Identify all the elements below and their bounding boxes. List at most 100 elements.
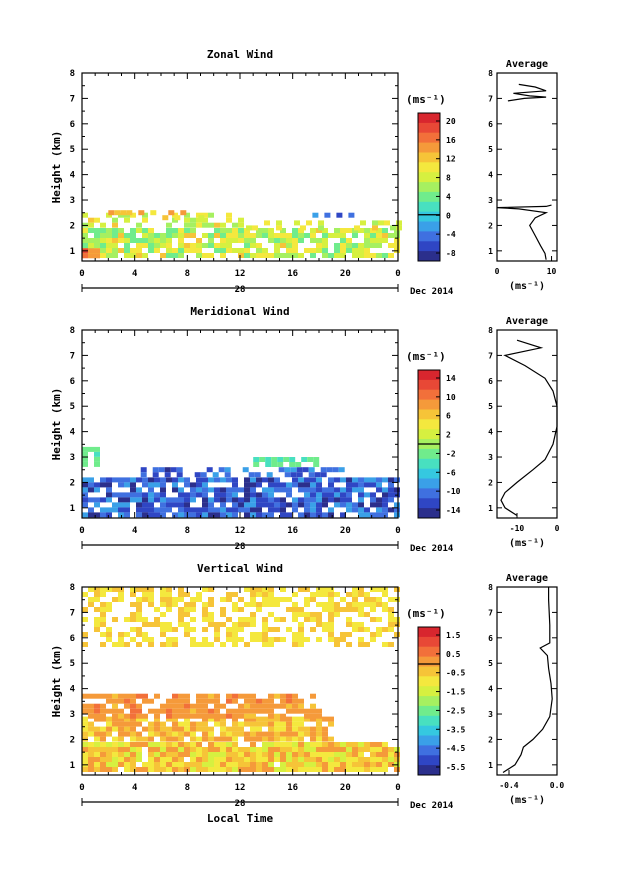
- heatmap-cell: [130, 713, 136, 719]
- heatmap-cell: [226, 617, 232, 622]
- heatmap-cell: [364, 742, 370, 747]
- heatmap-cell: [286, 238, 292, 243]
- heatmap-cell: [322, 742, 328, 747]
- heatmap-cell: [352, 742, 358, 747]
- heatmap-cell: [304, 731, 310, 737]
- heatmap-cell: [346, 752, 352, 757]
- heatmap-cell: [164, 472, 171, 478]
- heatmap-cell: [244, 233, 250, 238]
- heatmap-cell: [166, 243, 172, 248]
- heatmap-cell: [220, 762, 226, 767]
- heatmap-cell: [286, 742, 292, 747]
- heatmap-cell: [346, 477, 352, 483]
- heatmap-cell: [178, 767, 184, 772]
- heatmap-cell: [322, 228, 328, 233]
- heatmap-cell: [142, 512, 148, 518]
- heatmap-cell: [286, 233, 292, 238]
- heatmap-cell: [100, 497, 106, 503]
- heatmap-cell: [250, 693, 256, 699]
- x-tick-label: 0: [395, 783, 400, 793]
- heatmap-cell: [118, 477, 124, 483]
- y-tick-label: 1: [70, 247, 75, 257]
- heatmap-cell: [138, 210, 145, 216]
- heatmap-cell: [310, 228, 316, 233]
- heatmap-cell: [274, 731, 280, 737]
- heatmap-cell: [166, 233, 172, 238]
- heatmap-cell: [320, 467, 327, 473]
- heatmap-cell: [364, 612, 370, 617]
- heatmap-cell: [94, 487, 100, 493]
- heatmap-cell: [328, 767, 334, 772]
- heatmap-cell: [178, 228, 184, 233]
- heatmap-cell: [334, 243, 340, 248]
- heatmap-cell: [268, 757, 274, 762]
- heatmap-cell: [256, 637, 262, 642]
- heatmap-cell: [172, 742, 178, 747]
- heatmap-cell: [232, 222, 238, 228]
- heatmap-cell: [334, 747, 340, 752]
- heatmap-cell: [334, 767, 340, 772]
- heatmap-cell: [136, 238, 142, 243]
- heatmap-cell: [82, 642, 88, 647]
- heatmap-cell: [244, 512, 250, 518]
- heatmap-cell: [358, 752, 364, 757]
- heatmap-cell: [160, 627, 166, 632]
- heatmap-cell: [148, 637, 154, 642]
- heatmap-cell: [226, 512, 232, 518]
- heatmap-cell: [346, 482, 352, 488]
- heatmap-cell: [268, 637, 274, 642]
- heatmap-cell: [94, 627, 100, 632]
- heatmap-cell: [232, 482, 238, 488]
- heatmap-cell: [190, 602, 196, 607]
- colorbar-tick-label: 4: [446, 192, 451, 201]
- heatmap-cell: [328, 597, 334, 602]
- heatmap-cell: [262, 487, 268, 493]
- colorbar-swatch: [418, 241, 440, 252]
- heatmap-cell: [100, 587, 106, 592]
- heatmap-cell: [196, 482, 202, 488]
- heatmap-cell: [100, 716, 106, 722]
- heatmap-cell: [208, 487, 214, 493]
- heatmap-cell: [208, 602, 214, 607]
- heatmap-cell: [382, 602, 388, 607]
- heatmap-cell: [88, 767, 94, 772]
- heatmap-cell: [112, 217, 118, 223]
- heatmap-cell: [322, 602, 328, 607]
- heatmap-cell: [382, 592, 388, 597]
- y-axis-label: Height (km): [50, 388, 63, 461]
- heatmap-cell: [172, 757, 178, 762]
- heatmap-cell: [316, 507, 322, 513]
- heatmap-cell: [346, 617, 352, 622]
- heatmap-cell: [202, 497, 208, 503]
- heatmap-cell: [296, 467, 303, 473]
- y-axis-label: Height (km): [50, 645, 63, 718]
- heatmap-cell: [130, 742, 136, 747]
- x-tick-label: 20: [340, 783, 351, 793]
- heatmap-cell: [310, 757, 316, 762]
- heatmap-cell: [100, 482, 106, 488]
- heatmap-cell: [142, 698, 148, 704]
- heatmap-cell: [94, 731, 100, 737]
- heatmap-cell: [280, 617, 286, 622]
- heatmap-cell: [100, 622, 106, 627]
- heatmap-cell: [298, 762, 304, 767]
- heatmap-cells: [82, 587, 400, 772]
- heatmap-cell: [298, 612, 304, 617]
- heatmap-cell: [304, 507, 310, 513]
- y-tick-label: 6: [70, 377, 75, 387]
- heatmap-cell: [154, 248, 160, 253]
- heatmap-cell: [82, 228, 88, 233]
- heatmap-cell: [208, 502, 214, 508]
- heatmap-cell: [160, 612, 166, 617]
- heatmap-cell: [118, 592, 124, 597]
- heatmap-cell: [364, 642, 370, 647]
- heatmap-cell: [322, 487, 328, 493]
- average-y-tick-label: 3: [488, 710, 493, 719]
- heatmap-cell: [268, 716, 274, 722]
- heatmap-cell: [268, 747, 274, 752]
- heatmap-cell: [232, 693, 238, 699]
- heatmap-cell: [256, 502, 262, 508]
- heatmap-cell: [238, 233, 244, 238]
- heatmap-cell: [382, 607, 388, 612]
- colorbar-tick-label: 14: [446, 374, 456, 383]
